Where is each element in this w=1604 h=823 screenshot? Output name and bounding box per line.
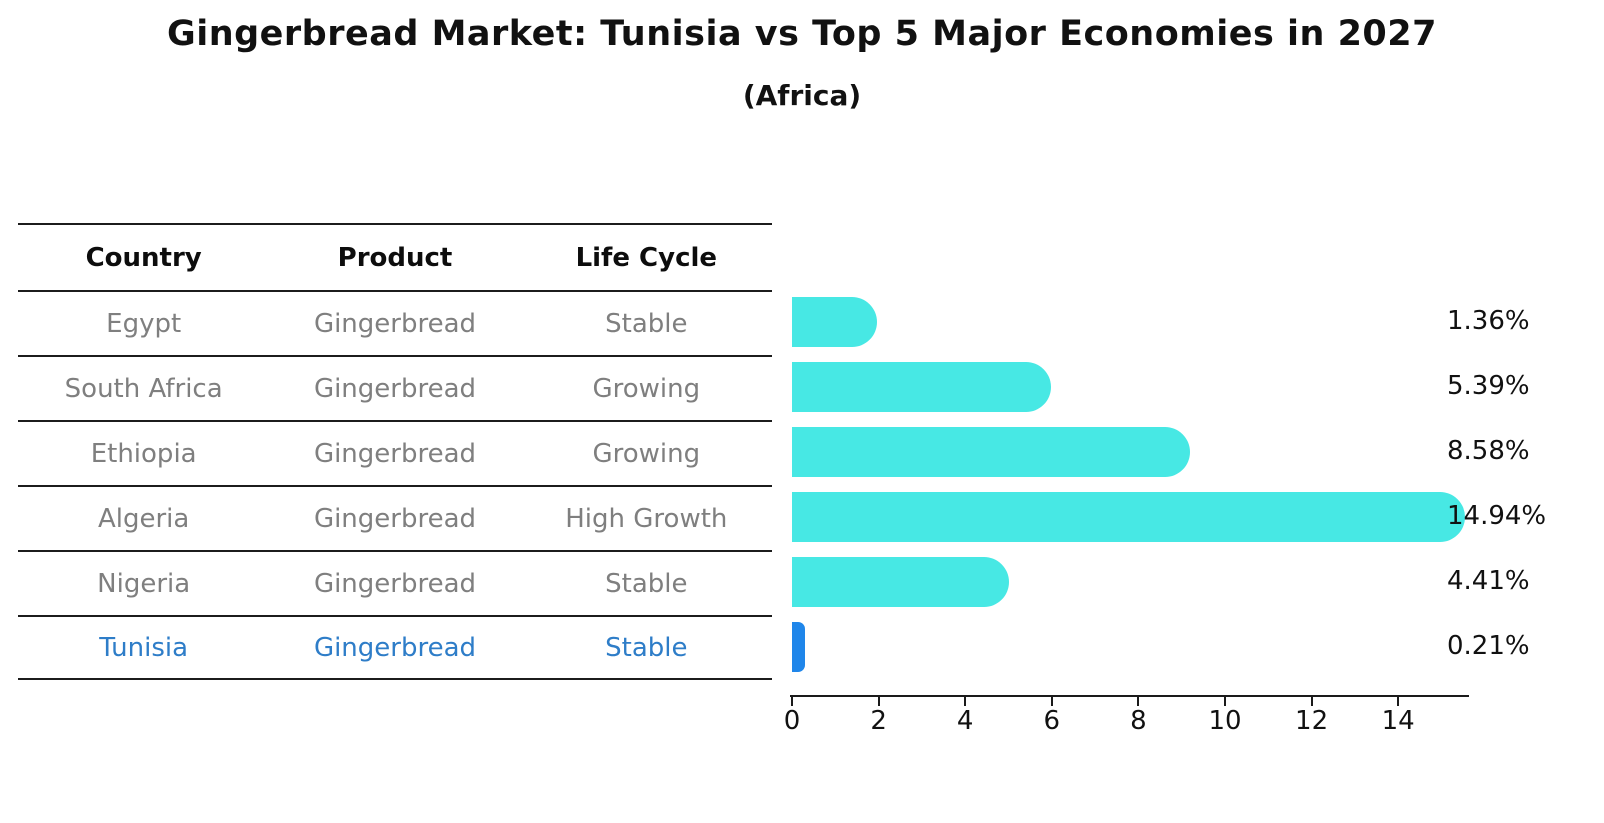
value-label-nigeria: 4.41% [1447, 566, 1530, 596]
table-row-tunisia: Tunisia Gingerbread Stable [18, 615, 772, 680]
bar-egypt [792, 297, 877, 347]
table-cell-country: Nigeria [97, 568, 191, 599]
table-cell-life-cycle: Growing [592, 438, 701, 469]
value-label-algeria: 14.94% [1447, 501, 1547, 531]
table-cell-country: Algeria [97, 503, 190, 534]
x-tick-label-8: 8 [1130, 706, 1147, 736]
table-cell-product: Gingerbread [313, 568, 477, 599]
table-cell-country: South Africa [64, 373, 223, 404]
table-cell-life-cycle: Stable [605, 308, 688, 339]
table-cell-life-cycle: Stable [605, 632, 688, 663]
table-cell-product: Gingerbread [313, 438, 477, 469]
x-tick-label-10: 10 [1208, 706, 1242, 736]
x-tick-label-14: 14 [1381, 706, 1415, 736]
table-row-south-africa: South Africa Gingerbread Growing [18, 355, 772, 420]
country-table: Country Product Life Cycle Egypt Gingerbread… [18, 223, 772, 680]
table-cell-product: Gingerbread [313, 308, 477, 339]
bar-nigeria [792, 557, 1009, 607]
table-cell-country: Egypt [106, 308, 182, 339]
table-cell-country: Tunisia [99, 632, 189, 663]
x-tick-label-6: 6 [1043, 706, 1061, 736]
x-tick-label-12: 12 [1295, 706, 1329, 736]
value-label-south-africa: 5.39% [1447, 371, 1530, 401]
value-label-egypt: 1.36% [1447, 306, 1530, 336]
x-tick-2 [877, 697, 880, 706]
x-tick-8 [1137, 697, 1140, 706]
chart-title: Gingerbread Market: Tunisia vs Top 5 Maj… [166, 14, 1437, 54]
x-tick-14 [1397, 697, 1400, 706]
value-label-tunisia: 0.21% [1447, 631, 1530, 661]
x-tick-6 [1050, 697, 1053, 706]
x-tick-12 [1310, 697, 1313, 706]
x-tick-label-2: 2 [870, 706, 887, 736]
x-tick-label-0: 0 [783, 706, 801, 736]
bar-band-nigeria [792, 550, 1468, 615]
x-tick-4 [964, 697, 967, 706]
bar-ethiopia [792, 427, 1190, 477]
bar-band-ethiopia [792, 420, 1468, 485]
bar-algeria [792, 492, 1465, 542]
table-row-egypt: Egypt Gingerbread Stable [18, 290, 772, 355]
value-label-ethiopia: 8.58% [1447, 436, 1530, 466]
table-row-nigeria: Nigeria Gingerbread Stable [18, 550, 772, 615]
bar-plot-area [792, 290, 1468, 680]
x-axis-line [790, 695, 1469, 697]
bar-band-algeria [792, 485, 1468, 550]
chart-subtitle: (Africa) [742, 79, 862, 112]
table-header-product: Product [337, 242, 453, 273]
table-cell-product: Gingerbread [313, 632, 477, 663]
x-tick-label-4: 4 [956, 706, 974, 736]
table-row-algeria: Algeria Gingerbread High Growth [18, 485, 772, 550]
table-cell-product: Gingerbread [313, 503, 477, 534]
bar-band-south-africa [792, 355, 1468, 420]
table-header-life-cycle: Life Cycle [575, 242, 718, 273]
bar-band-egypt [792, 290, 1468, 355]
table-row-ethiopia: Ethiopia Gingerbread Growing [18, 420, 772, 485]
table-header-country: Country [85, 242, 202, 273]
table-cell-life-cycle: Growing [592, 373, 701, 404]
table-cell-life-cycle: High Growth [565, 503, 728, 534]
bar-tunisia [792, 622, 805, 672]
table-header-row: Country Product Life Cycle [18, 223, 772, 290]
table-cell-life-cycle: Stable [605, 568, 688, 599]
x-tick-0 [791, 697, 793, 706]
x-tick-10 [1224, 697, 1226, 706]
table-cell-product: Gingerbread [313, 373, 477, 404]
bar-band-tunisia [792, 615, 1468, 680]
bar-south-africa [792, 362, 1052, 412]
table-cell-country: Ethiopia [90, 438, 197, 469]
